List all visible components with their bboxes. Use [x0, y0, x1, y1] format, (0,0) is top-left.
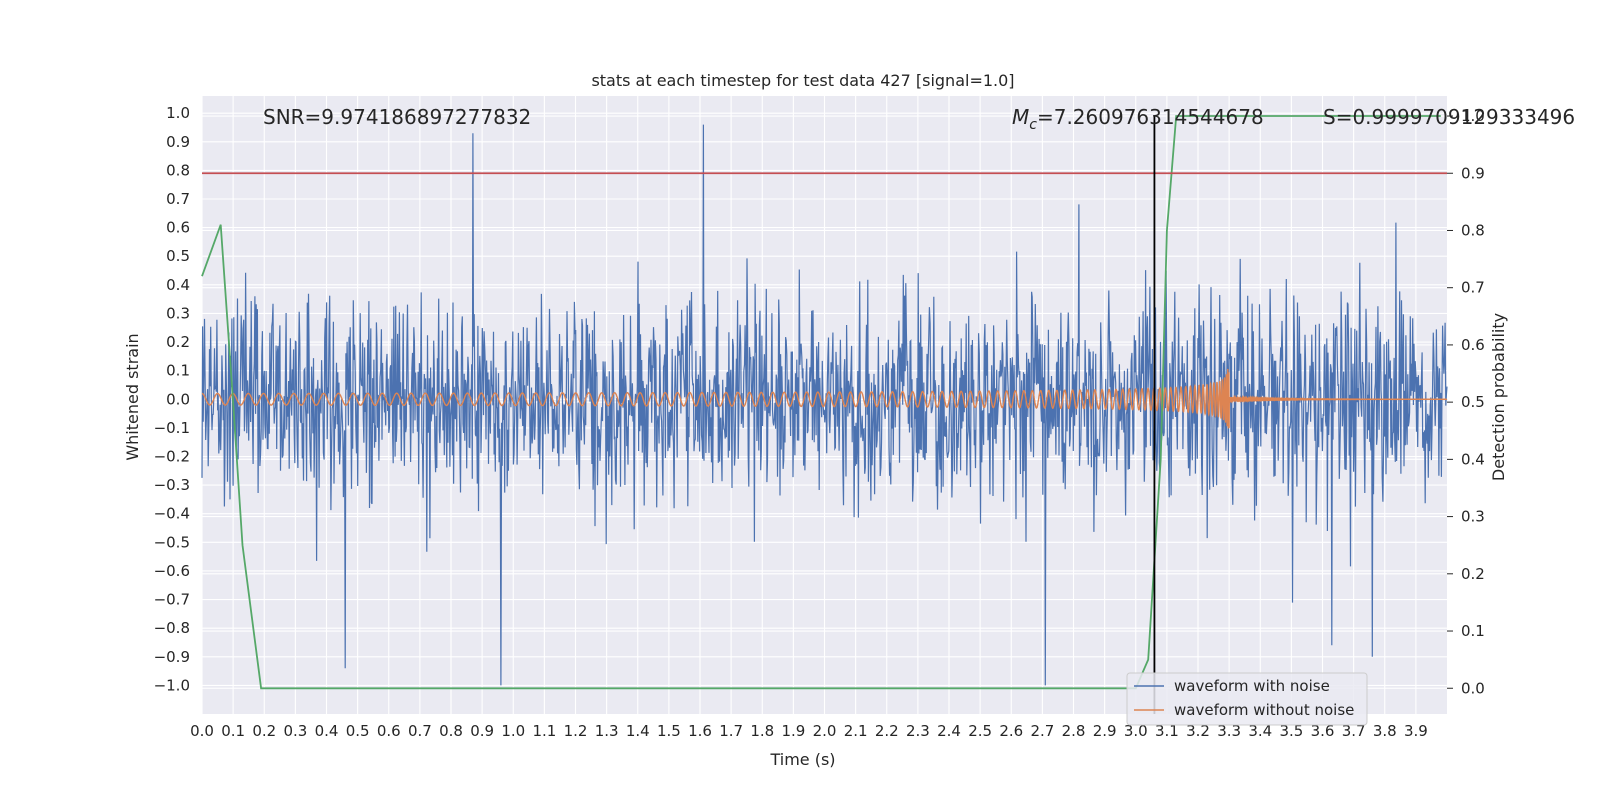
chirp-mass-symbol: M — [1012, 105, 1029, 129]
y-tick-label: −0.8 — [154, 619, 190, 637]
y-tick-label: −0.3 — [154, 476, 190, 494]
x-tick-label: 0.7 — [408, 722, 432, 740]
y2-tick-label: 0.5 — [1461, 393, 1485, 411]
legend-box — [1126, 672, 1368, 726]
y-tick-label: −1.0 — [154, 676, 190, 694]
y-tick-label: −0.1 — [154, 419, 190, 437]
y-tick-label: 0.8 — [166, 161, 190, 179]
y-tick-label: 0.7 — [166, 190, 190, 208]
y-tick-label: 0.5 — [166, 247, 190, 265]
y-tick-label: 0.0 — [166, 390, 190, 408]
x-tick-label: 0.9 — [470, 722, 494, 740]
x-tick-label: 0.6 — [377, 722, 401, 740]
x-axis-ticks: 0.0 0.1 0.2 0.3 0.4 0.5 0.6 0.7 0.8 0.9 1.0 1.1 1.2 1… — [190, 722, 1428, 740]
x-tick-label: 1.2 — [564, 722, 588, 740]
x-tick-label: 3.1 — [1155, 722, 1179, 740]
x-tick-label: 3.2 — [1186, 722, 1210, 740]
x-tick-label: 0.5 — [346, 722, 370, 740]
series-waveform-without-noise — [201, 368, 1448, 429]
y-tick-label: −0.9 — [154, 648, 190, 666]
x-tick-label: 2.4 — [937, 722, 961, 740]
x-tick-label: 1.6 — [688, 722, 712, 740]
chirp-mass-value: =7.260976314544678 — [1037, 105, 1264, 129]
x-tick-label: 0.4 — [315, 722, 339, 740]
y-tick-label: 0.4 — [166, 276, 190, 294]
y-tick-label: 0.6 — [166, 219, 190, 237]
chirp-mass-annotation: Mc=7.260976314544678 — [1012, 105, 1264, 133]
y2-tick-label: 0.1 — [1461, 622, 1485, 640]
x-tick-label: 3.5 — [1279, 722, 1303, 740]
y2-tick-label: 0.0 — [1461, 679, 1485, 697]
y-tick-label: 0.1 — [166, 362, 190, 380]
chart-title: stats at each timestep for test data 427… — [591, 71, 1014, 90]
detection-probability-line — [201, 115, 1441, 690]
x-tick-label: 0.8 — [439, 722, 463, 740]
x-tick-label: 1.8 — [750, 722, 774, 740]
x-tick-label: 3.3 — [1217, 722, 1241, 740]
x-tick-label: 2.3 — [906, 722, 930, 740]
x-tick-label: 2.0 — [813, 722, 837, 740]
chirp-mass-subscript: c — [1029, 117, 1037, 133]
waveform-without-noise-line — [201, 368, 1448, 429]
y-tick-label: 0.9 — [166, 133, 190, 151]
series-detection-probability — [201, 115, 1441, 690]
y2-tick-label: 0.3 — [1461, 508, 1485, 526]
x-tick-label: 1.0 — [501, 722, 525, 740]
x-tick-label: 3.9 — [1404, 722, 1428, 740]
x-tick-label: 2.7 — [1030, 722, 1054, 740]
y2-axis-label: Detection probability — [1489, 313, 1508, 481]
legend-label-noisy: waveform with noise — [1174, 677, 1330, 695]
y-tick-label: 0.2 — [166, 333, 190, 351]
y-tick-label: 1.0 — [166, 104, 190, 122]
x-tick-label: 0.2 — [252, 722, 276, 740]
x-tick-label: 1.4 — [626, 722, 650, 740]
y-axis-label: Whitened strain — [123, 333, 142, 460]
snr-annotation: SNR=9.974186897277832 — [263, 105, 531, 129]
y2-tick-label: 0.9 — [1461, 164, 1485, 182]
y-tick-label: −0.7 — [154, 591, 190, 609]
x-tick-label: 1.5 — [657, 722, 681, 740]
x-tick-label: 3.0 — [1124, 722, 1148, 740]
x-tick-label: 2.1 — [844, 722, 868, 740]
x-tick-label: 0.3 — [283, 722, 307, 740]
x-tick-label: 2.6 — [999, 722, 1023, 740]
x-tick-label: 2.8 — [1062, 722, 1086, 740]
legend-label-clean: waveform without noise — [1174, 701, 1354, 719]
s-annotation: S=0.9999709129333496 — [1323, 105, 1575, 129]
y-tick-label: −0.5 — [154, 533, 190, 551]
y2-tick-label: 0.2 — [1461, 565, 1485, 583]
x-tick-label: 3.7 — [1342, 722, 1366, 740]
x-tick-label: 1.7 — [719, 722, 743, 740]
legend: waveform with noise waveform without noi… — [1126, 672, 1368, 726]
y2-tick-label: 0.4 — [1461, 450, 1485, 468]
y2-tick-label: 0.7 — [1461, 279, 1485, 297]
waveform-with-noise-line — [201, 124, 1448, 686]
x-tick-label: 2.2 — [875, 722, 899, 740]
x-tick-label: 3.4 — [1248, 722, 1272, 740]
x-tick-label: 1.9 — [781, 722, 805, 740]
y-tick-label: −0.2 — [154, 448, 190, 466]
y2-tick-label: 1.0 — [1461, 107, 1485, 125]
x-tick-label: 1.1 — [532, 722, 556, 740]
series-waveform-with-noise — [201, 124, 1448, 686]
x-tick-label: 2.9 — [1093, 722, 1117, 740]
y2-tick-label: 0.6 — [1461, 336, 1485, 354]
x-axis-label: Time (s) — [769, 750, 835, 769]
x-tick-label: 0.1 — [221, 722, 245, 740]
x-tick-label: 1.3 — [595, 722, 619, 740]
y-tick-label: −0.4 — [154, 505, 190, 523]
y2-tick-label: 0.8 — [1461, 221, 1485, 239]
y2-axis-ticks: 1.0 0.9 0.8 0.7 0.6 0.5 0.4 0.3 0.2 0.1 0.0 — [1447, 107, 1485, 697]
y-tick-label: −0.6 — [154, 562, 190, 580]
x-tick-label: 3.8 — [1373, 722, 1397, 740]
y-axis-ticks: 1.0 0.9 0.8 0.7 0.6 0.5 0.4 0.3 0.2 0.1 0.0 −0.1 −0.… — [154, 104, 190, 694]
x-tick-label: 0.0 — [190, 722, 214, 740]
x-tick-label: 2.5 — [968, 722, 992, 740]
y-tick-label: 0.3 — [166, 304, 190, 322]
x-tick-label: 3.6 — [1311, 722, 1335, 740]
